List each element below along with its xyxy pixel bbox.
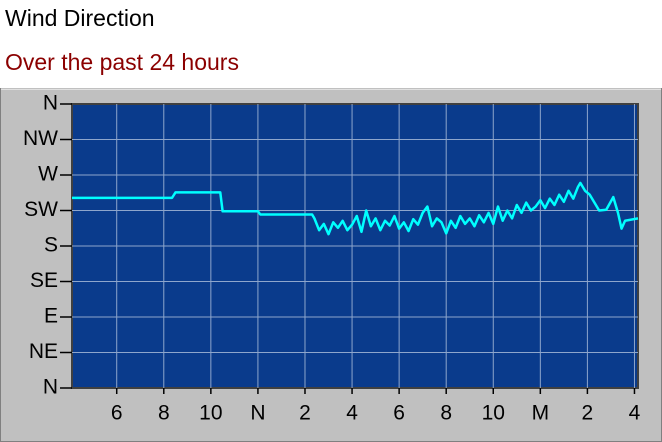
y-tick-label: SW bbox=[24, 198, 58, 221]
y-tick-label: E bbox=[44, 305, 58, 328]
y-tick-label: SE bbox=[30, 269, 58, 292]
x-tick-label: M bbox=[532, 402, 550, 425]
header bbox=[0, 0, 662, 88]
chart-subtitle: Over the past 24 hours bbox=[5, 49, 239, 75]
x-tick-label: 6 bbox=[393, 402, 405, 425]
x-tick-label: 10 bbox=[199, 402, 222, 425]
x-tick-label: 4 bbox=[629, 402, 641, 425]
x-tick-label: 4 bbox=[346, 402, 358, 425]
y-tick-label: NW bbox=[23, 127, 58, 150]
chart-title: Wind Direction bbox=[5, 5, 155, 31]
x-tick-label: 8 bbox=[440, 402, 452, 425]
y-tick-label: NE bbox=[29, 340, 58, 363]
x-tick-label: 10 bbox=[482, 402, 505, 425]
y-tick-label: N bbox=[43, 92, 58, 115]
x-tick-label: 2 bbox=[299, 402, 311, 425]
y-tick-label: N bbox=[43, 376, 58, 399]
data-line bbox=[72, 181, 639, 236]
x-tick-label: 2 bbox=[582, 402, 594, 425]
x-tick-label: 8 bbox=[158, 402, 170, 425]
x-tick-label: 6 bbox=[111, 402, 123, 425]
y-tick-label: W bbox=[38, 163, 58, 186]
x-tick-label: N bbox=[250, 402, 265, 425]
y-tick-label: S bbox=[44, 234, 58, 257]
